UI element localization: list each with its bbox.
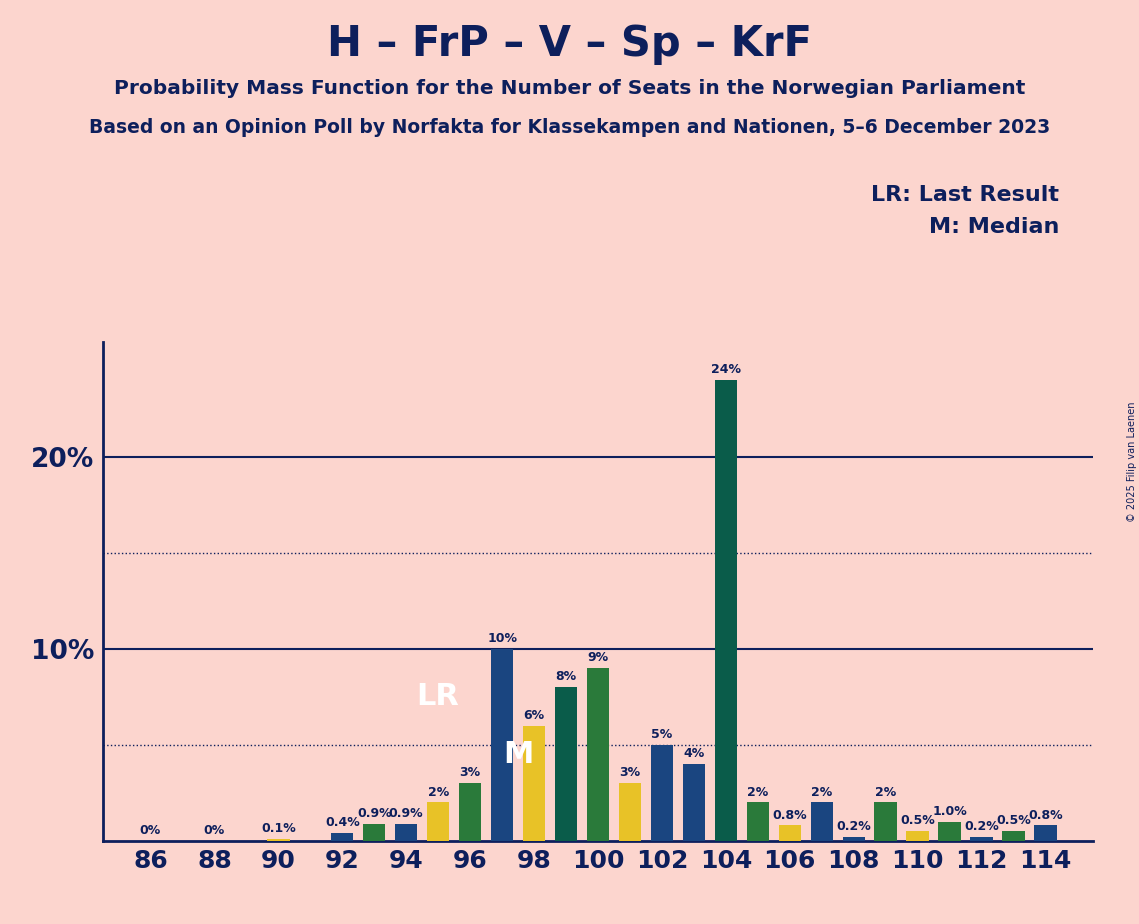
Bar [843,837,865,841]
Text: Based on an Opinion Poll by Norfakta for Klassekampen and Nationen, 5–6 December: Based on an Opinion Poll by Norfakta for… [89,118,1050,138]
Bar [714,381,737,841]
Bar [363,823,385,841]
Text: 10%: 10% [487,632,517,645]
Text: 3%: 3% [620,766,640,780]
Bar [618,784,641,841]
Text: 0.8%: 0.8% [1029,808,1063,821]
Bar [970,837,993,841]
Text: 0.5%: 0.5% [900,814,935,827]
Bar [555,687,577,841]
Text: 2%: 2% [747,785,769,798]
Bar [331,833,353,841]
Text: 0.1%: 0.1% [261,822,296,835]
Bar [875,802,896,841]
Text: 1.0%: 1.0% [932,805,967,818]
Bar [268,839,289,841]
Bar [1034,825,1057,841]
Text: 2%: 2% [875,785,896,798]
Text: 9%: 9% [588,651,608,664]
Bar [779,825,801,841]
Text: 0.5%: 0.5% [997,814,1031,827]
Text: 0.4%: 0.4% [325,816,360,830]
Text: 0%: 0% [140,824,161,837]
Text: 0.9%: 0.9% [388,807,424,820]
Bar [939,821,961,841]
Bar [1002,832,1025,841]
Text: 2%: 2% [811,785,833,798]
Bar [491,649,514,841]
Bar [427,802,450,841]
Text: 3%: 3% [459,766,481,780]
Text: 2%: 2% [427,785,449,798]
Text: 0.8%: 0.8% [772,808,808,821]
Text: 0.2%: 0.2% [965,821,999,833]
Bar [523,725,546,841]
Text: 6%: 6% [524,709,544,722]
Text: © 2025 Filip van Laenen: © 2025 Filip van Laenen [1126,402,1137,522]
Text: 0.2%: 0.2% [836,821,871,833]
Bar [650,745,673,841]
Text: 5%: 5% [652,728,672,741]
Text: 4%: 4% [683,748,705,760]
Bar [907,832,928,841]
Text: M: M [503,740,533,769]
Text: Probability Mass Function for the Number of Seats in the Norwegian Parliament: Probability Mass Function for the Number… [114,79,1025,98]
Bar [747,802,769,841]
Text: 0.9%: 0.9% [357,807,392,820]
Bar [587,668,609,841]
Text: 24%: 24% [711,363,740,376]
Text: 8%: 8% [556,671,576,684]
Text: M: Median: M: Median [929,217,1059,237]
Text: LR: LR [417,683,459,711]
Text: H – FrP – V – Sp – KrF: H – FrP – V – Sp – KrF [327,23,812,65]
Bar [459,784,482,841]
Bar [811,802,833,841]
Bar [682,764,705,841]
Bar [395,823,417,841]
Text: 0%: 0% [204,824,226,837]
Text: LR: Last Result: LR: Last Result [871,185,1059,205]
